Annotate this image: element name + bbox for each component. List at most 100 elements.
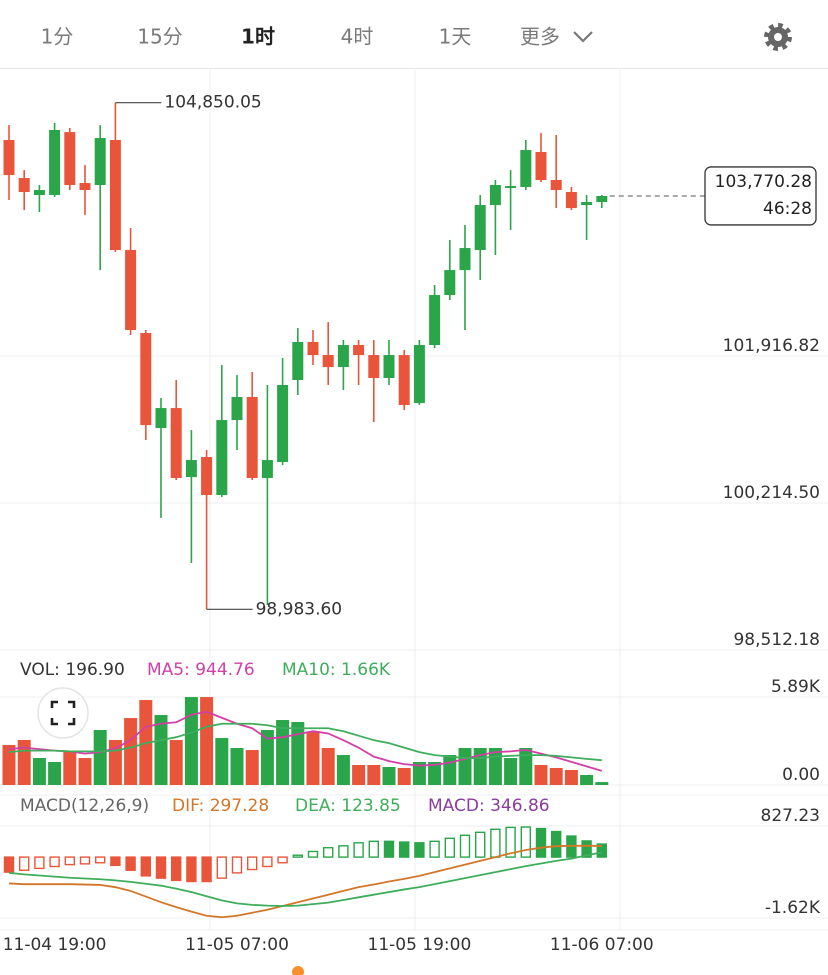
- tab[interactable]: 1分: [41, 25, 74, 49]
- macd-bar: [201, 856, 212, 883]
- macd-bar: [535, 827, 547, 858]
- indicator-readout: DIF: 297.28: [172, 796, 269, 816]
- candle-body: [94, 138, 106, 186]
- candle-body: [170, 408, 182, 479]
- macd-bar: [3, 856, 15, 873]
- macd-bar: [186, 856, 197, 883]
- candle-body: [383, 355, 395, 379]
- macd-bar: [277, 856, 288, 864]
- candle-body: [565, 191, 577, 209]
- scroll-indicator: [292, 966, 304, 975]
- volume-bar: [306, 732, 320, 785]
- macd-bar: [383, 840, 395, 858]
- candle-body: [292, 341, 304, 380]
- candle-body: [33, 190, 45, 196]
- tab[interactable]: 15分: [137, 25, 182, 49]
- more-chevron[interactable]: [573, 31, 593, 43]
- volume-bar: [504, 758, 518, 785]
- settings-gear[interactable]: [764, 23, 792, 51]
- y-tick-label: 100,214.50: [723, 483, 820, 503]
- y-tick-label: 101,916.82: [723, 336, 820, 356]
- macd-bar: [323, 847, 334, 858]
- tab[interactable]: 1天: [439, 25, 472, 49]
- volume-bar: [564, 769, 578, 785]
- macd-bar: [79, 856, 91, 865]
- macd-bar: [444, 837, 455, 858]
- macd-bar: [170, 856, 182, 882]
- macd-bar: [231, 856, 243, 874]
- macd-bar: [520, 826, 531, 858]
- indicator-readout: MACD(12,26,9): [20, 796, 149, 816]
- candle-body: [201, 457, 213, 496]
- volume-bar: [580, 775, 594, 785]
- y-tick-label: 5.89K: [771, 677, 821, 697]
- macd-bar: [414, 842, 425, 858]
- macd-bar: [49, 856, 60, 868]
- volume-bar: [458, 748, 472, 785]
- volume-bar: [260, 730, 274, 785]
- indicator-readout: MACD: 346.86: [428, 796, 550, 816]
- candle-body: [49, 129, 61, 196]
- candle-body: [581, 202, 593, 206]
- last-price-box: [704, 166, 817, 226]
- tab[interactable]: 1时: [241, 25, 275, 49]
- macd-bar: [459, 834, 471, 858]
- y-tick-label: 98,512.18: [733, 630, 820, 650]
- macd-bar: [216, 856, 228, 879]
- x-tick-label: 11-06 07:00: [550, 935, 654, 955]
- candle-body: [109, 140, 121, 251]
- candle-body: [398, 355, 410, 406]
- candle-body: [596, 195, 608, 203]
- gear-hole: [774, 33, 782, 41]
- volume-bar: [245, 750, 259, 785]
- y-tick-label: 0.00: [782, 765, 820, 785]
- volume-bar: [154, 715, 168, 785]
- candle-body: [185, 460, 197, 478]
- volume-bar: [382, 767, 396, 785]
- indicator-line: [8, 844, 602, 919]
- volume-bar: [184, 697, 198, 785]
- candle-body: [520, 150, 532, 187]
- macd-bar: [125, 856, 136, 871]
- volume-bar: [352, 765, 366, 785]
- gear-teeth: [764, 23, 792, 51]
- candle-body: [261, 460, 273, 479]
- candle-body: [231, 397, 243, 421]
- volume-bar: [276, 720, 290, 785]
- expand-icon: [50, 700, 76, 726]
- volume-bar: [48, 762, 62, 785]
- volume-bar: [595, 782, 609, 785]
- volume-bar: [200, 697, 214, 785]
- candle-body: [444, 270, 456, 296]
- macd-bar: [94, 856, 106, 864]
- candle-body: [459, 248, 471, 271]
- candle-body: [535, 152, 547, 180]
- macd-bar: [429, 840, 440, 858]
- expand-button[interactable]: [37, 687, 89, 739]
- candle-body: [79, 183, 91, 191]
- volume-bar: [367, 765, 381, 785]
- x-tick-label: 11-05 19:00: [368, 935, 472, 955]
- macd-bar: [140, 856, 152, 877]
- macd-bar: [505, 826, 516, 858]
- candle-body: [550, 179, 562, 191]
- y-tick-label: 827.23: [761, 806, 820, 826]
- x-tick-label: 11-04 19:00: [3, 935, 107, 955]
- candle-body: [246, 397, 258, 479]
- candle-body: [125, 250, 137, 330]
- macd-bar: [338, 845, 349, 858]
- volume-bar: [291, 722, 305, 785]
- volume-bar: [519, 748, 533, 785]
- macd-bar: [353, 842, 364, 858]
- tab[interactable]: 更多: [520, 25, 560, 49]
- volume-bar: [428, 762, 442, 785]
- macd-bar: [262, 856, 273, 868]
- macd-bar: [19, 856, 30, 871]
- y-tick-label: -1.62K: [765, 898, 821, 918]
- volume-bar: [63, 752, 77, 785]
- candle-body: [307, 341, 319, 356]
- macd-bar: [292, 854, 303, 858]
- tab[interactable]: 4时: [341, 25, 374, 49]
